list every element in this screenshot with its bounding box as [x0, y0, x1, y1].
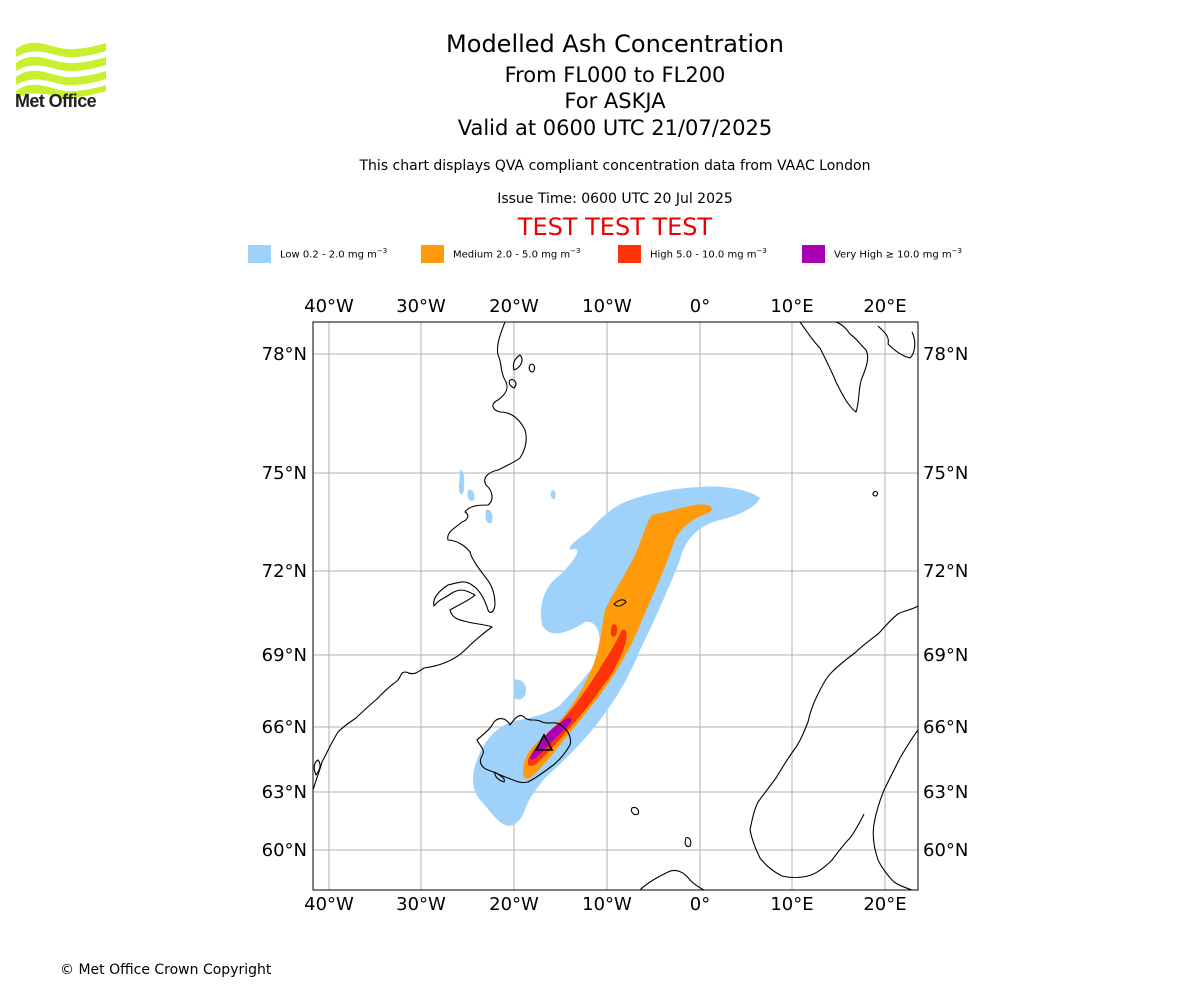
copyright-notice: © Met Office Crown Copyright — [60, 962, 272, 978]
lat-label: 63°N — [262, 782, 307, 803]
lat-label: 66°N — [262, 717, 307, 738]
lat-label: 75°N — [262, 463, 307, 484]
legend-swatch-low — [248, 245, 271, 263]
lon-label: 20°W — [489, 894, 539, 915]
valid-time: Valid at 0600 UTC 21/07/2025 — [457, 116, 773, 140]
issue-time: Issue Time: 0600 UTC 20 Jul 2025 — [497, 191, 733, 207]
lon-label: 20°E — [863, 296, 906, 317]
lat-label: 60°N — [923, 840, 968, 861]
lat-label: 78°N — [262, 344, 307, 365]
legend-swatch-medium — [421, 245, 444, 263]
legend: Low 0.2 - 2.0 mg m−3 Medium 2.0 - 5.0 mg… — [0, 245, 1200, 265]
volcano-marker-icon — [534, 733, 554, 751]
test-banner: TEST TEST TEST — [517, 213, 713, 241]
ash-very-high-region — [530, 717, 572, 760]
lat-label: 66°N — [923, 717, 968, 738]
lon-label: 10°W — [582, 894, 632, 915]
lon-label: 10°E — [770, 296, 813, 317]
lat-labels-left: 78°N 75°N 72°N 69°N 66°N 63°N 60°N — [262, 344, 307, 861]
legend-label-very-high: Very High ≥ 10.0 mg m−3 — [834, 247, 962, 261]
met-office-logo — [16, 42, 106, 99]
legend-label-high: High 5.0 - 10.0 mg m−3 — [650, 247, 767, 261]
lon-label: 30°W — [396, 894, 446, 915]
map-frame — [312, 321, 919, 891]
logo-wordmark: Met Office — [15, 91, 97, 111]
chart-title: Modelled Ash Concentration — [446, 30, 784, 58]
lon-label: 40°W — [304, 296, 354, 317]
chart-description: This chart displays QVA compliant concen… — [359, 158, 871, 174]
volcano-name: For ASKJA — [564, 89, 666, 113]
gridlines — [313, 322, 918, 890]
lon-labels-bottom: 40°W 30°W 20°W 10°W 0° 10°E 20°E — [304, 894, 906, 915]
lat-label: 72°N — [262, 561, 307, 582]
lon-label: 40°W — [304, 894, 354, 915]
legend-swatch-very-high — [802, 245, 825, 263]
legend-label-low: Low 0.2 - 2.0 mg m−3 — [280, 247, 388, 261]
lon-label: 20°W — [489, 296, 539, 317]
lat-label: 69°N — [262, 645, 307, 666]
lon-label: 0° — [690, 894, 710, 915]
lon-label: 30°W — [396, 296, 446, 317]
lat-label: 69°N — [923, 645, 968, 666]
lon-label: 10°W — [582, 296, 632, 317]
lat-label: 63°N — [923, 782, 968, 803]
lat-label: 60°N — [262, 840, 307, 861]
legend-label-medium: Medium 2.0 - 5.0 mg m−3 — [453, 247, 581, 261]
lat-label: 72°N — [923, 561, 968, 582]
lon-labels-top: 40°W 30°W 20°W 10°W 0° 10°E 20°E — [304, 296, 906, 317]
coastlines — [313, 322, 918, 890]
flight-level-range: From FL000 to FL200 — [504, 63, 726, 87]
legend-swatch-high — [618, 245, 641, 263]
lat-label: 78°N — [923, 344, 968, 365]
lon-label: 10°E — [770, 894, 813, 915]
lat-label: 75°N — [923, 463, 968, 484]
lon-label: 0° — [690, 296, 710, 317]
lon-label: 20°E — [863, 894, 906, 915]
lat-labels-right: 78°N 75°N 72°N 69°N 66°N 63°N 60°N — [923, 344, 968, 861]
